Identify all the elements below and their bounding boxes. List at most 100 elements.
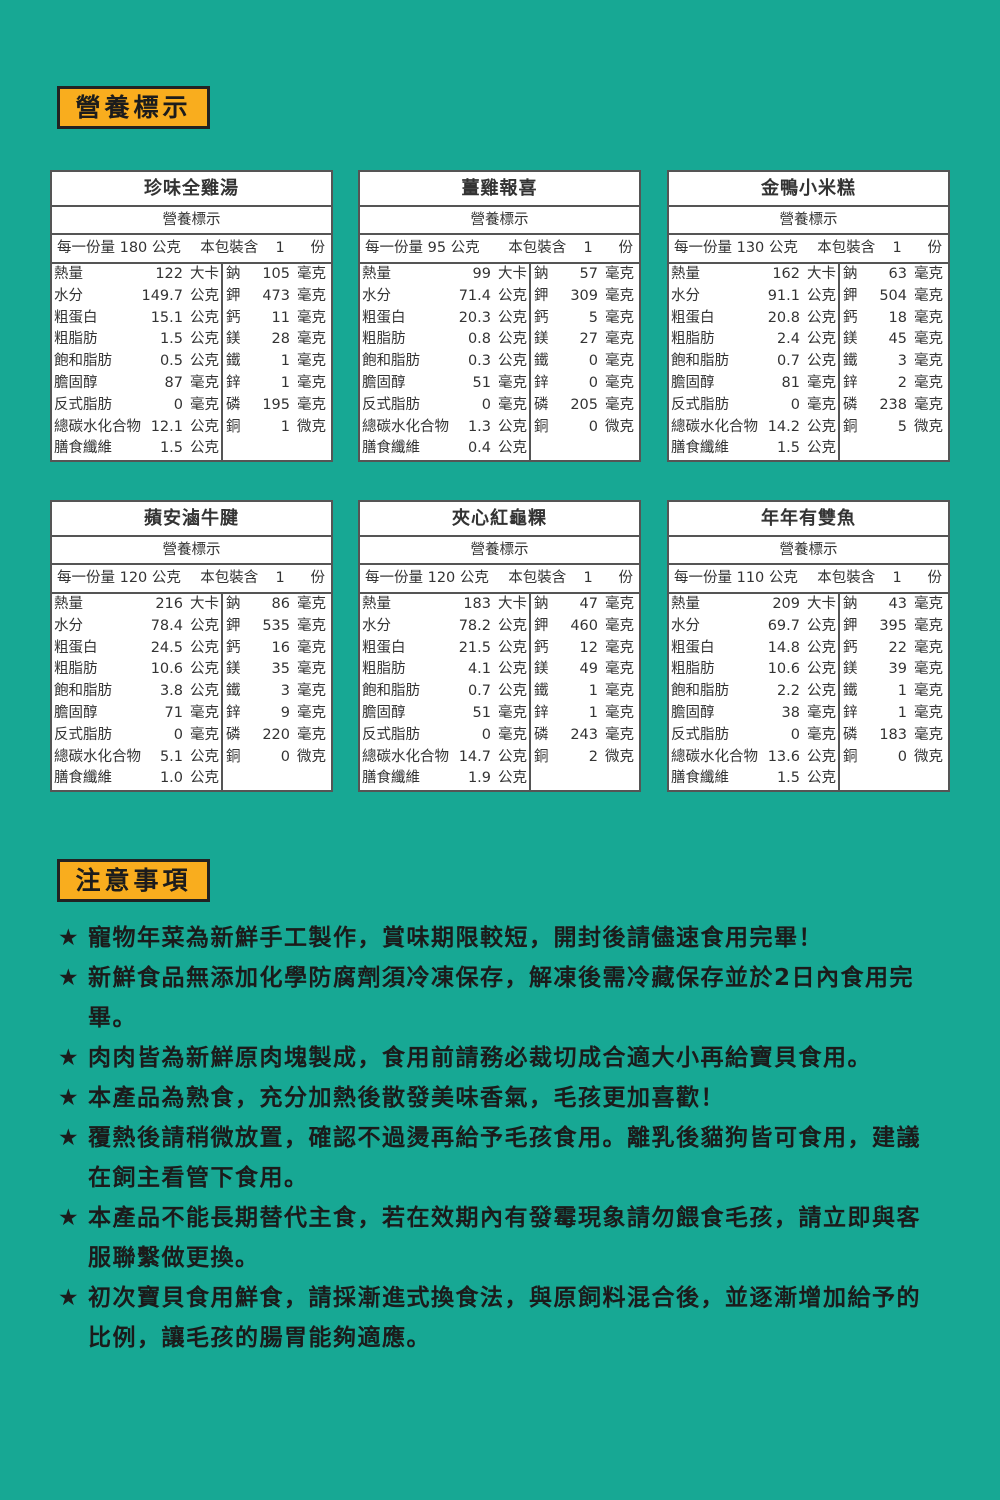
nutrient-value: 4.1 — [467, 661, 491, 678]
nutrition-table: 薑雞報喜 營養標示 每一份量 95 公克 本包裝含 1 份熱量 99 大卡 水分 71.4 公克… — [358, 170, 641, 462]
nutrient-name: 磷 — [534, 396, 549, 413]
nutrient-unit: 毫克 — [914, 309, 943, 326]
package-count: 本包裝含 1 份 — [508, 565, 633, 592]
nutrient-row: 鈉 57 毫克 — [531, 264, 639, 286]
nutrient-column-right: 鈉 86 毫克鉀 535 毫克鈣 16 毫克鎂 35 毫克鐵 3 毫克鋅 9 毫克磷 220 毫克銅 0 微克 — [223, 594, 331, 790]
nutrient-name: 銅 — [226, 418, 241, 435]
nutrient-name: 膽固醇 — [362, 374, 406, 391]
nutrient-row: 銅 2 微克 — [531, 747, 639, 769]
nutrient-value: 35 — [271, 661, 290, 678]
nutrient-unit: 毫克 — [297, 726, 326, 743]
nutrient-column-left: 熱量 209 大卡 水分 69.7 公克 粗蛋白 14.8 公克 粗脂肪 10.6 公克 飽和脂肪 2.2… — [669, 594, 840, 790]
package-number: 1 — [583, 240, 593, 256]
nutrient-unit: 毫克 — [297, 309, 326, 326]
nutrient-value: 309 — [570, 287, 598, 304]
nutrient-unit: 公克 — [190, 331, 219, 348]
nutrient-unit: 公克 — [190, 309, 219, 326]
nutrient-value: 16 — [271, 639, 290, 656]
nutrient-name: 總碳水化合物 — [54, 748, 141, 765]
serving-prefix: 每一份量 — [57, 240, 115, 256]
nutrient-row: 鎂 45 毫克 — [840, 329, 948, 351]
nutrient-name: 水分 — [54, 617, 83, 634]
serving-unit: 公克 — [151, 570, 181, 586]
note-item: ★ 寵物年菜為新鮮手工製作，賞味期限較短，開封後請儘速食用完畢！ — [58, 918, 958, 958]
nutrient-unit: 毫克 — [605, 331, 634, 348]
nutrient-value: 12.1 — [150, 418, 183, 435]
nutrient-row: 鈣 5 毫克 — [531, 308, 639, 330]
nutrient-value: 1 — [280, 374, 290, 391]
nutrient-unit: 毫克 — [297, 617, 326, 634]
nutrient-row: 銅 0 微克 — [840, 747, 948, 769]
nutrient-value: 1.9 — [467, 770, 491, 787]
nutrient-value: 2 — [588, 748, 598, 765]
nutrient-row: 熱量 162 大卡 — [669, 264, 838, 286]
nutrient-value: 1 — [897, 683, 907, 700]
nutrient-value: 3 — [280, 683, 290, 700]
nutrient-value: 3 — [897, 353, 907, 370]
nutrient-unit: 微克 — [605, 418, 634, 435]
nutrient-unit: 毫克 — [914, 331, 943, 348]
nutrient-value: 473 — [262, 287, 290, 304]
serving-value: 95 — [427, 240, 447, 256]
nutrient-unit: 毫克 — [605, 617, 634, 634]
nutrient-value: 1 — [588, 704, 598, 721]
nutrient-value: 460 — [570, 617, 598, 634]
nutrient-name: 鋅 — [843, 374, 858, 391]
nutrient-unit: 公克 — [498, 353, 527, 370]
nutrient-name: 熱量 — [671, 596, 700, 612]
product-name: 金鴨小米糕 — [669, 172, 948, 207]
nutrient-unit: 公克 — [190, 683, 219, 700]
nutrient-value: 86 — [271, 596, 290, 612]
product-name: 蘋安滷牛腱 — [52, 502, 331, 537]
nutrient-name: 鋅 — [226, 704, 241, 721]
nutrient-value: 0.8 — [467, 331, 491, 348]
nutrient-name: 飽和脂肪 — [54, 683, 112, 700]
nutrient-row: 水分 78.4 公克 — [52, 616, 221, 638]
nutrient-row: 鈉 105 毫克 — [223, 264, 331, 286]
nutrient-unit: 毫克 — [605, 661, 634, 678]
nutrient-name: 膳食纖維 — [362, 440, 420, 457]
nutrient-value: 15.1 — [150, 309, 183, 326]
nutrient-name: 反式脂肪 — [54, 396, 112, 413]
nutrient-row: 熱量 183 大卡 — [360, 594, 529, 616]
nutrient-unit: 毫克 — [297, 374, 326, 391]
nutrient-row: 鋅 1 毫克 — [531, 703, 639, 725]
nutrient-name: 水分 — [671, 617, 700, 634]
serving-row: 每一份量 130 公克 本包裝含 1 份 — [669, 235, 948, 264]
nutrient-row: 鉀 535 毫克 — [223, 616, 331, 638]
nutrient-column-right: 鈉 105 毫克鉀 473 毫克鈣 11 毫克鎂 28 毫克鐵 1 毫克鋅 1 毫克磷 195 毫克銅 1 微克 — [223, 264, 331, 460]
nutrient-unit: 公克 — [807, 661, 836, 678]
nutrient-name: 鉀 — [843, 617, 858, 634]
nutrient-name: 鋅 — [534, 704, 549, 721]
nutrient-unit: 毫克 — [914, 617, 943, 634]
nutrient-value: 57 — [579, 266, 598, 282]
nutrient-name: 鈉 — [843, 266, 858, 282]
table-body: 熱量 209 大卡 水分 69.7 公克 粗蛋白 14.8 公克 粗脂肪 10.6 公克 飽和脂肪 2.2… — [669, 594, 948, 790]
nutrient-name: 水分 — [671, 287, 700, 304]
note-text: 覆熱後請稍微放置，確認不過燙再給予毛孩食用。離乳後貓狗皆可食用，建議在飼主看管下… — [88, 1125, 921, 1191]
nutrient-name: 總碳水化合物 — [671, 748, 758, 765]
nutrient-row: 膽固醇 87 毫克 — [52, 373, 221, 395]
nutrient-row: 膽固醇 38 毫克 — [669, 703, 838, 725]
nutrient-name: 鈉 — [843, 596, 858, 612]
nutrient-unit: 公克 — [190, 748, 219, 765]
nutrition-table: 珍味全雞湯 營養標示 每一份量 180 公克 本包裝含 1 份熱量 122 大卡 水分 149… — [50, 170, 333, 462]
nutrient-value: 99 — [472, 266, 491, 282]
nutrient-value: 243 — [570, 726, 598, 743]
nutrient-value: 238 — [879, 396, 907, 413]
nutrient-row: 磷 205 毫克 — [531, 395, 639, 417]
nutrient-row: 反式脂肪 0 毫克 — [52, 725, 221, 747]
package-number: 1 — [892, 570, 902, 586]
nutrient-row: 總碳水化合物 1.3 公克 — [360, 417, 529, 439]
nutrient-value: 1.5 — [776, 770, 800, 787]
nutrient-value: 0 — [588, 353, 598, 370]
package-count: 本包裝含 1 份 — [200, 565, 325, 592]
nutrient-unit: 毫克 — [605, 639, 634, 656]
serving-value: 130 — [736, 240, 765, 256]
nutrient-unit: 毫克 — [605, 266, 634, 282]
nutrient-unit: 微克 — [297, 418, 326, 435]
nutrient-value: 0 — [790, 726, 800, 743]
nutrient-value: 1.0 — [159, 770, 183, 787]
nutrient-value: 0.7 — [467, 683, 491, 700]
nutrient-row: 鈣 12 毫克 — [531, 638, 639, 660]
